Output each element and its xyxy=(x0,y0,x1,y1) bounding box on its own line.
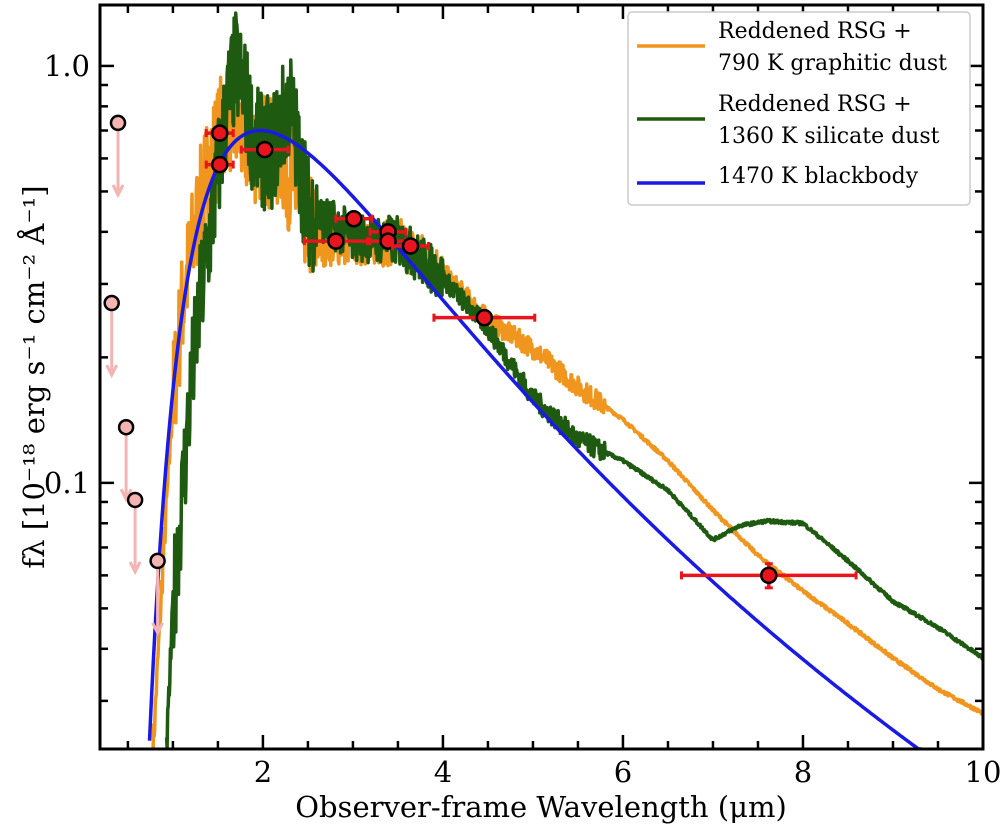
detection-point xyxy=(327,232,345,250)
x-tick-label: 2 xyxy=(254,755,272,789)
x-tick-label: 8 xyxy=(794,755,812,789)
legend-label: Reddened RSG + xyxy=(718,92,912,117)
upper-limit-point xyxy=(126,491,144,509)
upper-limit-arrowhead xyxy=(128,561,142,576)
series-line-silicate xyxy=(164,11,983,749)
detection-point xyxy=(255,140,274,159)
series-line-graphitic xyxy=(151,59,983,749)
legend-label: 1470 K blackbody xyxy=(718,164,919,189)
points-layer xyxy=(103,114,858,637)
plot-frame xyxy=(98,3,985,751)
x-tick-label: 6 xyxy=(614,755,632,789)
upper-limit-arrowhead xyxy=(119,488,133,503)
x-tick-label: 10 xyxy=(965,755,1000,789)
upper-limit-point xyxy=(109,114,127,132)
detection-point xyxy=(210,124,229,142)
tick-labels: 2 4 6 8 10 0.1 1.0 xyxy=(44,49,1000,789)
legend-box xyxy=(627,11,971,206)
upper-limit-arrowhead xyxy=(111,184,125,199)
y-axis-label: fλ [10⁻¹⁸ erg s⁻¹ cm⁻² Å⁻¹] xyxy=(16,185,51,568)
y-tick-label: 1.0 xyxy=(44,49,90,83)
detection-point xyxy=(401,237,420,255)
x-tick-label: 4 xyxy=(434,755,452,789)
legend-label: 790 K graphitic dust xyxy=(718,51,947,76)
legend-label: Reddened RSG + xyxy=(718,19,912,44)
detection-point xyxy=(760,566,778,585)
x-axis-label: Observer-frame Wavelength (μm) xyxy=(295,790,787,824)
upper-limit-arrowhead xyxy=(105,364,119,379)
y-tick-label: 0.1 xyxy=(44,466,90,500)
detection-point xyxy=(210,155,229,174)
upper-limit-point xyxy=(117,418,135,436)
legend-label: 1360 K silicate dust xyxy=(718,124,940,149)
upper-limit-arrowhead xyxy=(151,622,164,637)
detection-point xyxy=(345,210,363,228)
detection-point xyxy=(475,308,494,327)
upper-limit-point xyxy=(103,294,120,312)
legend: Reddened RSG + 790 K graphitic dust Redden… xyxy=(627,11,971,206)
curves-layer xyxy=(147,11,983,749)
upper-limit-point xyxy=(149,552,166,570)
series-line-blackbody xyxy=(147,128,922,749)
